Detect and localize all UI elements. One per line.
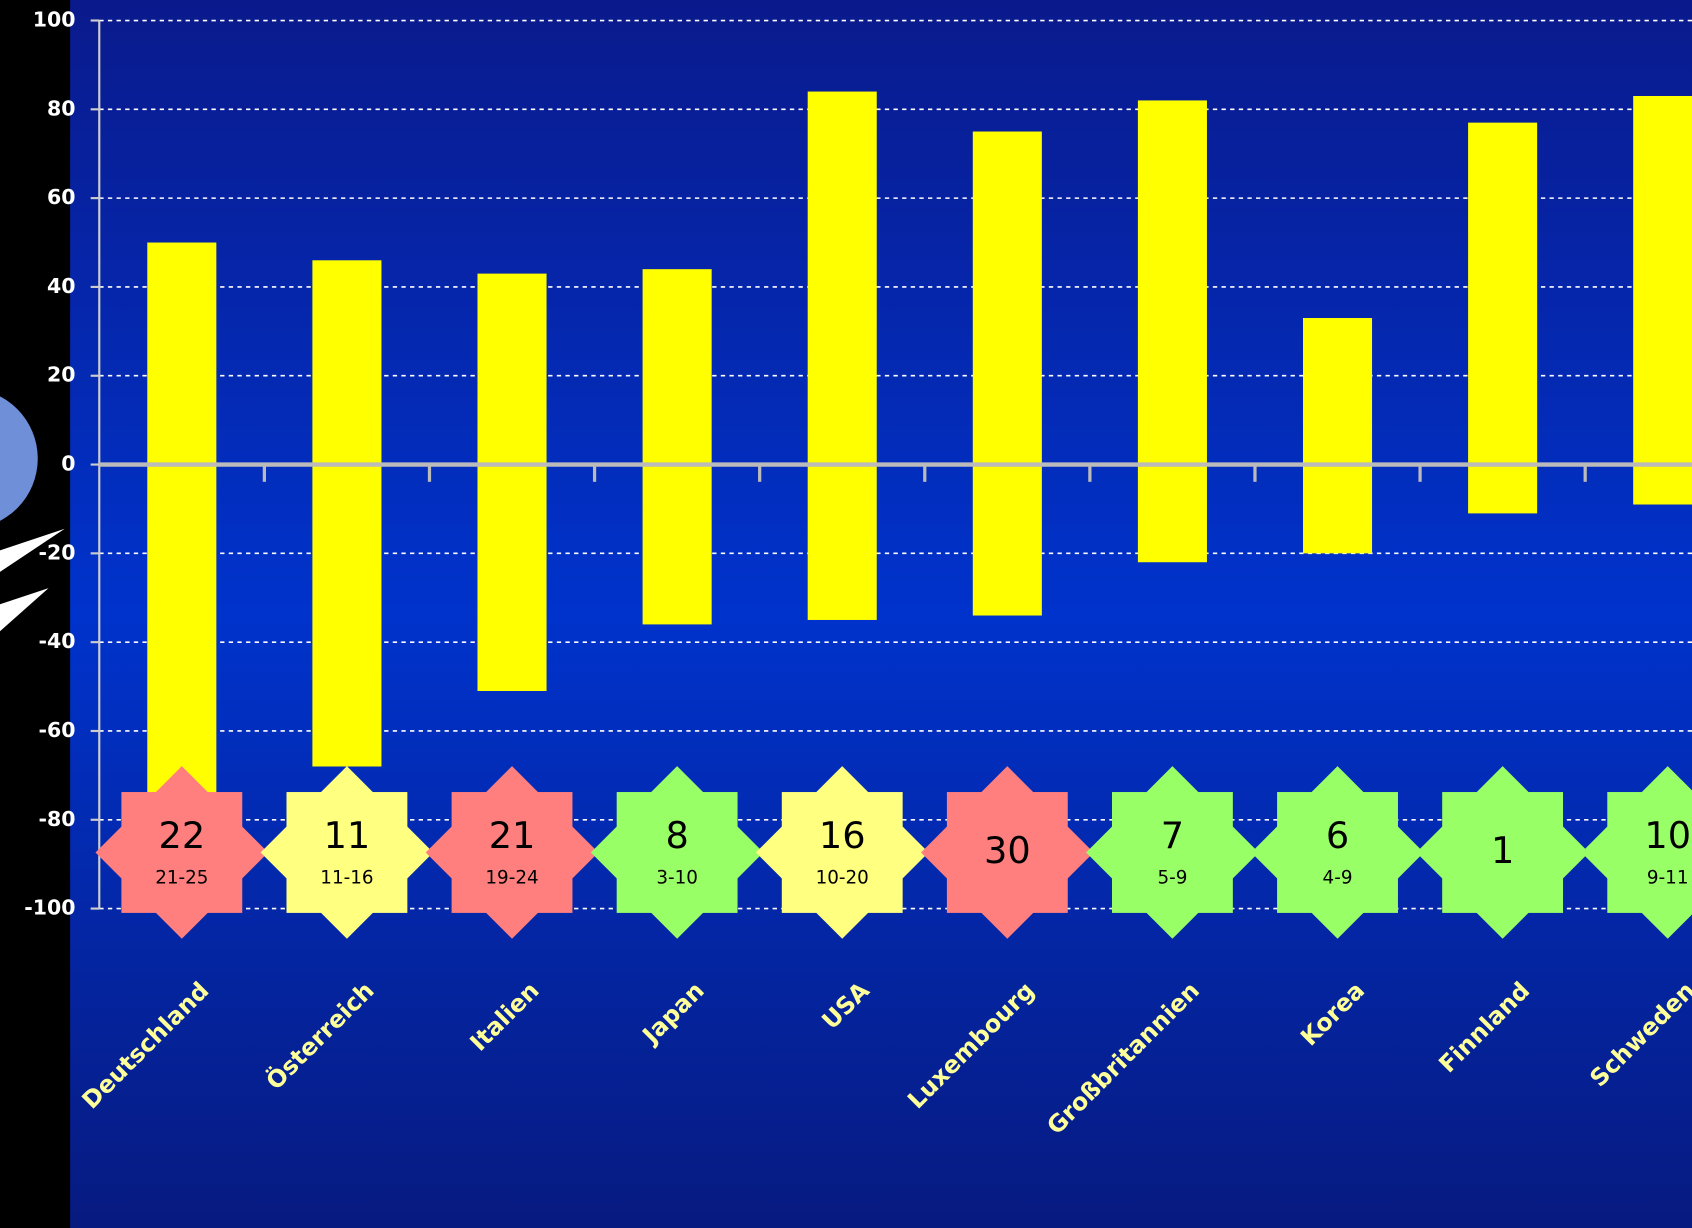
y-tick-label: 80: [47, 96, 76, 120]
decoration: [0, 396, 38, 521]
rank-range: 11-16: [320, 867, 373, 888]
rank-badge: [425, 766, 599, 939]
rank-badge: [920, 766, 1094, 939]
bar: [477, 273, 547, 692]
rank: 6: [1326, 814, 1349, 857]
bar: [1137, 100, 1207, 563]
bar: [147, 242, 217, 798]
rank-range: 5-9: [1157, 867, 1187, 888]
rank-badge: [755, 766, 929, 939]
rank-badge: [1581, 766, 1692, 939]
bar: [1468, 122, 1538, 514]
rank-badge: [590, 766, 764, 939]
bar: [1633, 95, 1692, 505]
y-tick-label: 40: [47, 274, 76, 298]
rank-badge: [1086, 766, 1259, 939]
y-tick-label: -60: [38, 718, 75, 742]
rank: 1: [1491, 829, 1514, 872]
y-tick-label: 60: [47, 185, 76, 209]
y-tick-label: 0: [61, 452, 75, 476]
rank: 22: [158, 814, 205, 857]
rank-range: 10-20: [816, 867, 869, 888]
y-tick-label: -20: [38, 540, 75, 564]
y-tick-label: -80: [38, 807, 75, 831]
rank: 16: [819, 814, 866, 857]
rank: 10: [1644, 814, 1691, 857]
rank: 8: [665, 814, 688, 857]
decoration: [0, 528, 65, 632]
rank-range: 9-11: [1647, 867, 1689, 888]
bar: [1302, 318, 1373, 554]
y-tick-label: -40: [38, 629, 75, 653]
bar: [642, 269, 712, 625]
rank: 21: [489, 814, 536, 857]
y-tick-label: -100: [24, 896, 75, 920]
rank: 30: [984, 829, 1031, 872]
rank-range: 3-10: [656, 867, 698, 888]
bar: [312, 260, 382, 767]
rank-range: 21-25: [155, 867, 208, 888]
rank: 7: [1161, 814, 1184, 857]
rank: 11: [324, 814, 371, 857]
y-tick-label: 100: [33, 8, 76, 32]
y-tick-label: 20: [47, 363, 76, 387]
rank-badge: [95, 766, 269, 939]
bar: [972, 131, 1042, 616]
rank-range: 4-9: [1323, 867, 1353, 888]
bar: [807, 91, 877, 620]
rank-range: 19-24: [485, 867, 538, 888]
rank-badge: [1416, 766, 1589, 939]
rank-badge: [260, 766, 434, 939]
